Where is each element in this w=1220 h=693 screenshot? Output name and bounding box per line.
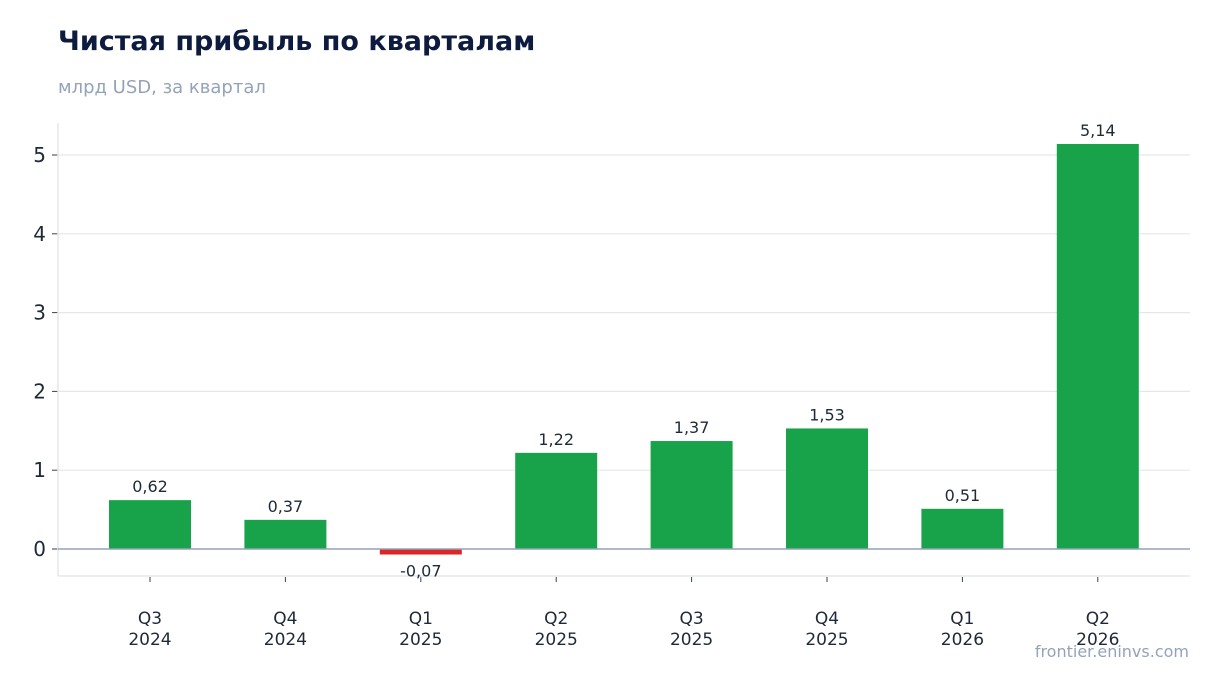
- watermark: frontier.eninvs.com: [1034, 642, 1189, 661]
- data-label: 1,53: [809, 405, 845, 424]
- bar: [786, 428, 868, 549]
- chart-subtitle: млрд USD, за квартал: [58, 77, 266, 98]
- axes: 0 1 2 3 4 5: [33, 123, 1190, 582]
- x-tick-label: Q4: [273, 609, 297, 629]
- x-tick-label: Q4: [815, 609, 839, 629]
- y-tick-label: 0: [33, 537, 46, 561]
- data-label: 0,62: [132, 477, 168, 496]
- x-tick-label: 2024: [128, 630, 171, 650]
- x-tick-label: Q2: [544, 609, 568, 629]
- x-tick-label: 2025: [399, 630, 442, 650]
- y-tick-label: 4: [33, 222, 46, 246]
- data-label: 1,22: [538, 430, 574, 449]
- data-label: 1,37: [674, 418, 710, 437]
- x-tick-label: Q1: [950, 609, 974, 629]
- x-tick-label: 2025: [670, 630, 713, 650]
- bar: [515, 452, 598, 549]
- data-label: 0,51: [945, 486, 981, 505]
- x-tick-labels: Q32024Q42024Q12025Q22025Q32025Q42025Q120…: [128, 609, 1119, 650]
- x-tick-label: 2026: [1076, 630, 1119, 650]
- data-label: 5,14: [1080, 121, 1116, 140]
- grid-lines: [58, 154, 1190, 471]
- x-tick-label: 2025: [805, 630, 848, 650]
- x-tick-label: Q3: [679, 609, 703, 629]
- bars: [109, 143, 1139, 555]
- y-tick-label: 2: [33, 379, 46, 403]
- y-tick-label: 3: [33, 301, 46, 325]
- bar: [109, 500, 191, 549]
- bar: [921, 508, 1004, 549]
- bar: [650, 441, 733, 549]
- value-labels: 0,62 0,37 -0,07 1,22 1,37 1,53 0,51 5,14: [132, 121, 1115, 581]
- bar: [379, 549, 462, 555]
- x-tick-label: Q2: [1086, 609, 1110, 629]
- x-tick-label: 2025: [535, 630, 578, 650]
- chart-title: Чистая прибыль по кварталам: [58, 26, 536, 57]
- x-tick-label: 2026: [941, 630, 984, 650]
- data-label: -0,07: [400, 562, 441, 581]
- x-tick-label: Q3: [138, 609, 162, 629]
- x-tick-label: 2024: [264, 630, 307, 650]
- x-tick-label: Q1: [409, 609, 433, 629]
- bar: [1056, 143, 1139, 549]
- y-tick-label: 5: [33, 143, 46, 167]
- data-label: 0,37: [268, 497, 304, 516]
- bar: [244, 519, 327, 549]
- y-tick-label: 1: [33, 458, 46, 482]
